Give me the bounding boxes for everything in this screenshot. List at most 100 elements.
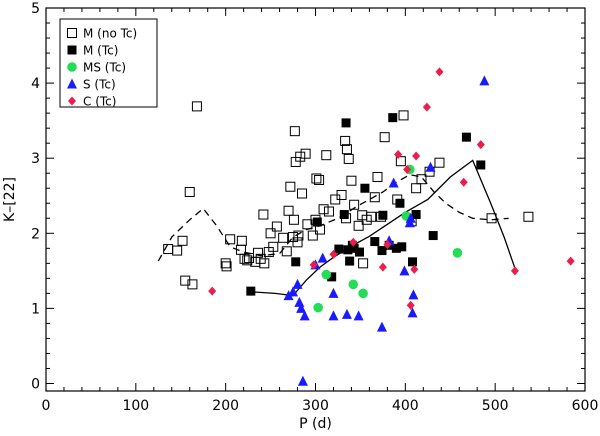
point-m-no-tc — [187, 279, 198, 290]
legend-marker-m-no-tc — [67, 28, 77, 38]
point-m-no-tc — [349, 199, 360, 210]
point-c-tc — [476, 140, 485, 150]
point-m-no-tc — [285, 181, 296, 192]
point-m-tc — [408, 257, 418, 267]
point-m-no-tc — [281, 246, 292, 257]
x-tick-label: 0 — [42, 398, 51, 414]
point-s-tc — [328, 287, 339, 298]
point-m-no-tc — [311, 173, 322, 184]
point-m-no-tc — [323, 206, 334, 217]
point-ms-tc — [321, 269, 332, 280]
point-m-tc — [370, 237, 380, 247]
point-m-no-tc — [343, 153, 354, 164]
point-m-no-tc — [379, 132, 390, 143]
point-c-tc — [459, 177, 468, 187]
point-ms-tc — [358, 288, 368, 299]
point-c-tc — [329, 249, 338, 259]
point-m-tc — [395, 198, 405, 208]
point-m-no-tc — [236, 235, 247, 246]
point-s-tc — [408, 289, 419, 300]
point-m-no-tc — [297, 188, 308, 199]
point-m-no-tc — [172, 245, 183, 256]
point-m-no-tc — [289, 126, 300, 137]
point-m-tc — [345, 256, 355, 266]
point-s-tc — [292, 278, 303, 289]
x-axis-label: P (d) — [299, 416, 332, 432]
point-m-no-tc — [336, 189, 347, 200]
point-m-tc — [377, 246, 387, 256]
x-tick-label: 500 — [482, 398, 509, 414]
point-m-tc — [461, 132, 471, 142]
point-m-no-tc — [244, 253, 255, 264]
point-m-tc — [339, 210, 349, 220]
point-m-no-tc — [242, 255, 253, 266]
point-m-no-tc — [398, 110, 409, 121]
y-tick-label: 5 — [31, 1, 40, 17]
point-m-no-tc — [411, 183, 422, 194]
point-m-tc — [388, 113, 398, 123]
point-m-no-tc — [358, 258, 369, 269]
point-ms-tc — [452, 248, 463, 258]
point-m-tc — [246, 286, 256, 296]
y-tick-label: 3 — [31, 151, 40, 167]
ticks — [45, 7, 586, 391]
point-c-tc — [309, 260, 318, 270]
point-m-tc — [341, 118, 351, 128]
point-s-tc — [283, 290, 294, 301]
point-m-tc — [391, 243, 401, 253]
point-m-no-tc — [353, 220, 364, 231]
point-m-no-tc — [253, 247, 264, 258]
point-m-no-tc — [341, 144, 352, 155]
point-m-no-tc — [295, 151, 306, 162]
point-s-tc — [353, 310, 364, 321]
point-m-no-tc — [372, 171, 383, 182]
legend-label-c-tc: C (Tc) — [83, 95, 116, 109]
point-m-no-tc — [300, 148, 311, 159]
y-tick-label: 0 — [31, 376, 40, 392]
point-m-no-tc — [180, 275, 191, 286]
point-c-tc — [412, 151, 421, 161]
point-m-tc — [397, 242, 407, 252]
point-m-tc — [327, 272, 337, 282]
point-s-tc — [296, 302, 307, 313]
point-ms-tc — [313, 302, 323, 313]
point-c-tc — [349, 237, 358, 247]
point-m-no-tc — [416, 174, 427, 185]
point-m-tc — [343, 245, 353, 255]
markers — [163, 67, 575, 386]
point-m-no-tc — [258, 209, 269, 220]
point-m-tc — [334, 244, 344, 254]
solid-curve — [252, 159, 517, 297]
legend-label-m-tc: M (Tc) — [83, 44, 118, 58]
x-tick-label: 200 — [212, 398, 239, 414]
point-m-no-tc — [184, 186, 195, 197]
legend-marker-ms-tc — [67, 62, 77, 72]
point-c-tc — [566, 256, 575, 266]
point-s-tc — [297, 375, 308, 386]
point-m-no-tc — [340, 135, 351, 146]
point-m-no-tc — [278, 232, 289, 243]
point-m-no-tc — [307, 230, 318, 241]
point-m-no-tc — [318, 204, 329, 215]
legend: M (no Tc) M (Tc) MS (Tc) S (Tc) C (Tc) — [59, 18, 158, 109]
y-axis-label: K–[22] — [2, 177, 18, 222]
point-s-tc — [376, 321, 387, 332]
point-s-tc — [299, 310, 310, 321]
point-c-tc — [435, 67, 444, 77]
point-m-no-tc — [486, 213, 497, 224]
point-c-tc — [406, 300, 415, 310]
legend-marker-c-tc — [68, 96, 76, 106]
y-tick-label: 2 — [31, 226, 40, 242]
point-c-tc — [403, 164, 412, 174]
point-m-no-tc — [366, 211, 377, 222]
point-m-no-tc — [191, 101, 202, 112]
point-m-no-tc — [265, 228, 276, 239]
point-c-tc — [394, 149, 403, 159]
point-m-no-tc — [177, 235, 188, 246]
point-s-tc — [399, 265, 410, 276]
point-m-tc — [476, 160, 486, 170]
point-m-no-tc — [283, 205, 294, 216]
point-s-tc — [388, 177, 399, 188]
point-m-no-tc — [369, 192, 380, 203]
point-c-tc — [510, 266, 519, 276]
